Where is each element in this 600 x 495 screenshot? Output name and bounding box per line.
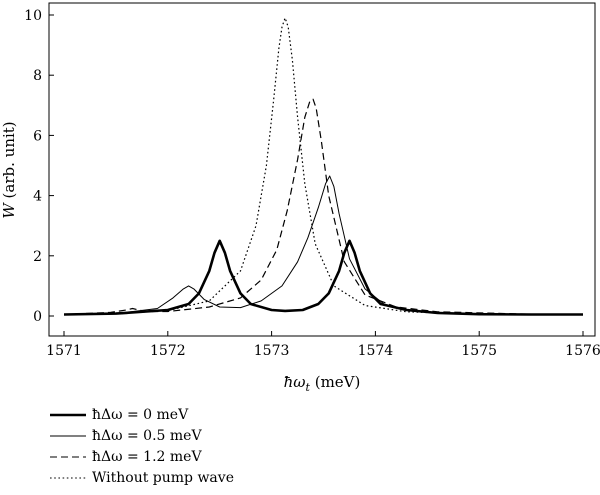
x-axis-title-symbol: ħω [284, 373, 306, 391]
legend-label: ħΔω = 0.5 meV [92, 427, 202, 444]
x-axis-title-subscript: t [306, 381, 311, 394]
chart: 1571 1572 1573 1574 1575 1576 0 2 4 6 8 10 ħωt (meV… [0, 2, 600, 394]
series-layer [63, 17, 584, 316]
series-line-thick-solid [63, 239, 583, 316]
series-line-thin-solid [63, 175, 584, 315]
y-tick-label: 10 [24, 8, 42, 24]
ticks-layer: 1571 1572 1573 1574 1575 1576 0 2 4 6 8 10 [24, 8, 600, 359]
legend-label: ħΔω = 0 meV [92, 406, 189, 423]
x-tick-label: 1574 [358, 343, 394, 359]
x-tick-label: 1572 [150, 343, 186, 359]
x-tick-label: 1573 [254, 343, 290, 359]
y-axis-title-unit: (arb. unit) [0, 121, 18, 203]
legend-swatch-thick-solid [50, 413, 86, 416]
series-line-dotted [63, 17, 584, 316]
legend-label: Without pump wave [92, 469, 234, 486]
legend-label: ħΔω = 1.2 meV [92, 448, 202, 465]
y-tick-label: 6 [33, 128, 42, 144]
y-tick-label: 4 [33, 189, 42, 205]
legend-swatch-dotted [50, 476, 86, 479]
legend-swatch-thin-solid [50, 435, 86, 436]
legend-item: ħΔω = 1.2 meV [50, 446, 234, 467]
legend: ħΔω = 0 meV ħΔω = 0.5 meV ħΔω = 1.2 meV … [50, 404, 234, 488]
legend-item: ħΔω = 0 meV [50, 404, 234, 425]
series-line-dashed [63, 98, 584, 316]
x-tick-label: 1571 [46, 343, 82, 359]
y-tick-label: 0 [33, 309, 42, 325]
x-tick-label: 1576 [565, 343, 600, 359]
y-tick-label: 2 [33, 249, 42, 265]
x-axis-title-unit: (meV) [310, 373, 360, 391]
x-axis-title: ħωt (meV) [284, 373, 361, 394]
plot-frame [48, 2, 596, 337]
x-tick-label: 1575 [461, 343, 497, 359]
y-tick-label: 8 [33, 68, 42, 84]
legend-swatch-dashed [50, 455, 86, 458]
legend-item: ħΔω = 0.5 meV [50, 425, 234, 446]
y-axis-title-symbol: W [0, 202, 18, 219]
y-axis-title: W (arb. unit) [0, 121, 18, 218]
legend-item: Without pump wave [50, 467, 234, 488]
